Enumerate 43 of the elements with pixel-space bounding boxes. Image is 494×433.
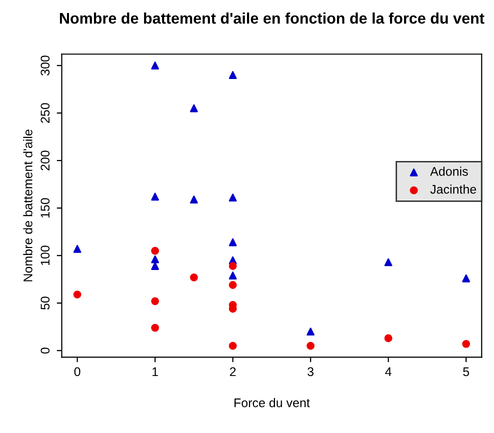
point [151, 262, 160, 270]
x-tick-label: 1 [152, 367, 158, 376]
point [151, 246, 160, 255]
point [228, 71, 237, 79]
point [384, 258, 392, 266]
point [190, 273, 198, 282]
point [190, 104, 198, 112]
y-axis-title: Nombre de battement d'aile [23, 130, 32, 282]
point [306, 342, 315, 350]
point [228, 194, 237, 202]
x-tick-label: 3 [308, 367, 314, 376]
point [151, 324, 160, 332]
y-tick-label: 100 [40, 246, 50, 266]
point [190, 196, 198, 204]
y-tick-label: 200 [40, 150, 50, 170]
x-axis-title: Force du vent [234, 398, 310, 408]
x-tick-label: 5 [463, 367, 470, 376]
x-tick-label: 2 [230, 367, 236, 376]
x-tick-label: 0 [74, 367, 80, 376]
point [151, 62, 160, 70]
point [306, 328, 315, 336]
point [151, 255, 160, 264]
point [228, 272, 237, 280]
point [228, 262, 237, 270]
legend-label: Adonis [430, 166, 468, 176]
point [228, 238, 237, 246]
point [151, 297, 160, 306]
legend-label: Jacinthe [430, 184, 476, 194]
chart-title: Nombre de battement d'aile en fonction de la force du vent [60, 12, 484, 24]
point [73, 244, 82, 253]
point [384, 334, 392, 342]
y-tick-label: 150 [40, 198, 50, 218]
y-tick-label: 50 [40, 296, 50, 310]
point [151, 192, 160, 201]
point [228, 342, 237, 350]
y-tick-label: 250 [40, 103, 50, 123]
x-tick-label: 4 [385, 367, 392, 376]
y-tick-label: 300 [40, 56, 50, 76]
point [228, 281, 237, 289]
point [462, 340, 470, 348]
point [73, 290, 82, 298]
y-tick-label: 0 [40, 348, 50, 354]
point [462, 274, 470, 282]
